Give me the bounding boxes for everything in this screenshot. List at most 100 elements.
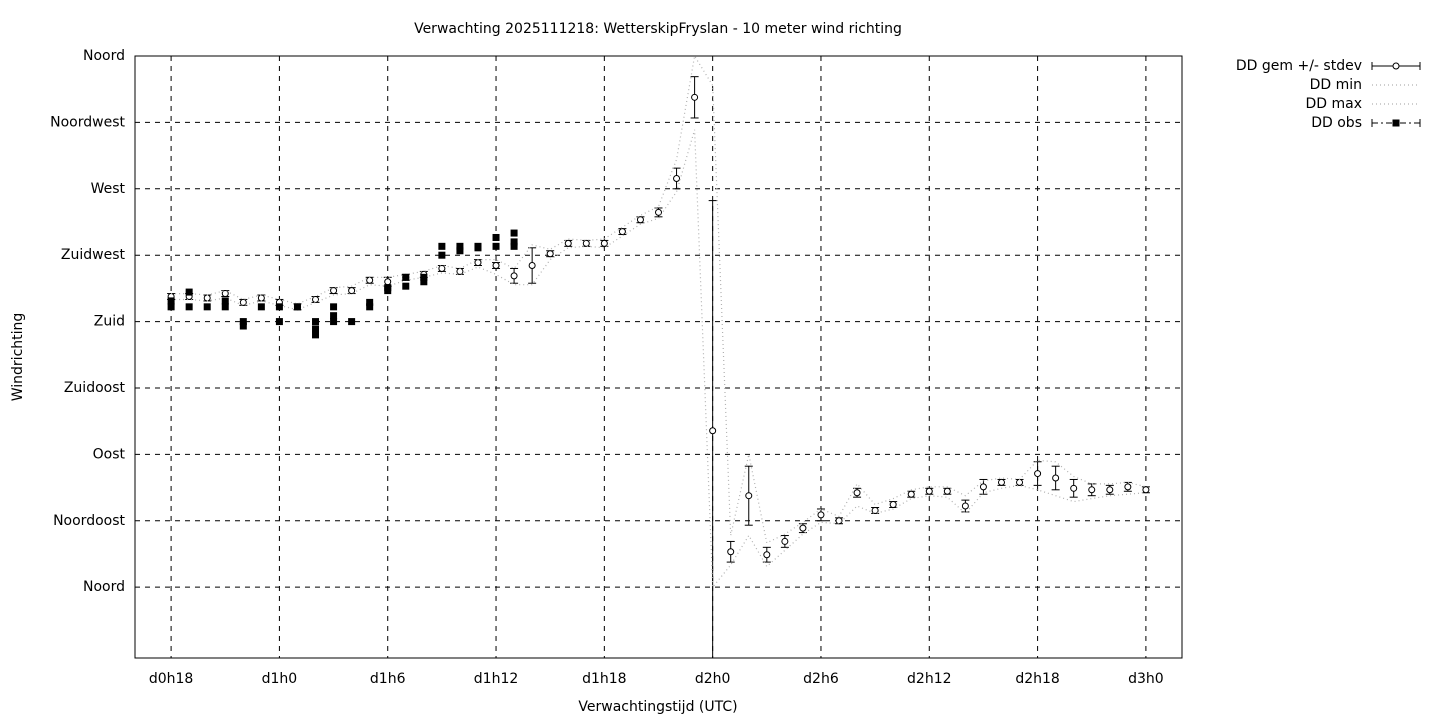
chart-title: Verwachting 2025111218: WetterskipFrysla… bbox=[414, 21, 902, 37]
mean-point bbox=[1142, 486, 1150, 494]
obs-point bbox=[185, 303, 193, 311]
mean-point bbox=[582, 239, 590, 247]
obs-point bbox=[312, 325, 320, 333]
mean-point bbox=[564, 239, 572, 247]
mean-point bbox=[438, 264, 446, 272]
x-axis-label: Verwachtingstijd (UTC) bbox=[578, 699, 737, 715]
x-tick-label: d1h6 bbox=[370, 671, 406, 687]
obs-point bbox=[167, 297, 175, 305]
y-tick-label: Zuid bbox=[94, 314, 125, 330]
mean-point bbox=[492, 262, 500, 270]
mean-point bbox=[727, 548, 735, 556]
mean-point bbox=[1070, 484, 1078, 492]
legend-label: DD gem +/- stdev bbox=[1236, 58, 1362, 74]
obs-point bbox=[185, 288, 193, 296]
x-tick-label: d2h18 bbox=[1015, 671, 1059, 687]
mean-point bbox=[745, 492, 753, 500]
y-tick-label: Oost bbox=[93, 446, 126, 462]
mean-point bbox=[889, 501, 897, 509]
y-tick-label: Noord bbox=[83, 48, 125, 64]
obs-point bbox=[420, 278, 428, 286]
obs-point bbox=[330, 318, 338, 326]
mean-point bbox=[691, 93, 699, 101]
mean-point bbox=[239, 298, 247, 306]
obs-point bbox=[366, 303, 374, 311]
obs-point bbox=[257, 303, 265, 311]
mean-point bbox=[709, 427, 717, 435]
x-tick-label: d0h18 bbox=[149, 671, 193, 687]
mean-point bbox=[763, 551, 771, 559]
obs-point bbox=[293, 303, 301, 311]
y-tick-label: West bbox=[91, 181, 126, 197]
x-tick-label: d2h12 bbox=[907, 671, 951, 687]
mean-point bbox=[907, 490, 915, 498]
mean-point bbox=[1052, 474, 1060, 482]
obs-point bbox=[474, 244, 482, 252]
mean-point bbox=[546, 250, 554, 258]
y-axis-label: Windrichting bbox=[10, 313, 26, 402]
legend-swatch bbox=[1392, 119, 1400, 127]
plot-area bbox=[167, 56, 1150, 658]
mean-point bbox=[636, 216, 644, 224]
mean-point bbox=[1016, 478, 1024, 486]
obs-point bbox=[330, 303, 338, 311]
obs-point bbox=[456, 242, 464, 250]
mean-point bbox=[1034, 470, 1042, 478]
obs-point bbox=[402, 282, 410, 290]
mean-point bbox=[600, 239, 608, 247]
obs-point bbox=[366, 298, 374, 306]
mean-point bbox=[1106, 486, 1114, 494]
mean-point bbox=[781, 537, 789, 545]
y-tick-label: Noordoost bbox=[53, 513, 125, 529]
mean-point bbox=[997, 478, 1005, 486]
mean-point bbox=[961, 502, 969, 510]
mean-point bbox=[456, 267, 464, 275]
obs-point bbox=[510, 238, 518, 246]
legend-label: DD obs bbox=[1311, 115, 1362, 131]
obs-point bbox=[312, 318, 320, 326]
obs-point bbox=[438, 251, 446, 259]
obs-point bbox=[492, 242, 500, 250]
mean-point bbox=[853, 489, 861, 497]
mean-point bbox=[655, 208, 662, 216]
mean-point bbox=[943, 487, 951, 495]
mean-point bbox=[257, 294, 265, 302]
obs-point bbox=[167, 303, 175, 311]
legend-label: DD max bbox=[1305, 96, 1362, 112]
range-line bbox=[171, 129, 1146, 589]
y-tick-label: Zuidwest bbox=[61, 247, 126, 263]
mean-point bbox=[312, 295, 320, 303]
mean-point bbox=[348, 287, 356, 295]
obs-point bbox=[203, 303, 211, 311]
legend-swatch bbox=[1392, 62, 1400, 70]
x-tick-label: d1h12 bbox=[474, 671, 518, 687]
obs-point bbox=[312, 331, 320, 339]
y-tick-label: Noordwest bbox=[50, 114, 125, 130]
mean-point bbox=[384, 278, 392, 286]
x-tick-label: d2h6 bbox=[803, 671, 839, 687]
obs-point bbox=[456, 247, 464, 255]
obs-point bbox=[492, 233, 500, 241]
y-tick-label: Noord bbox=[83, 579, 125, 595]
obs-point bbox=[438, 242, 446, 250]
mean-point bbox=[1088, 486, 1096, 494]
x-tick-label: d2h0 bbox=[695, 671, 731, 687]
mean-point bbox=[835, 517, 843, 525]
obs-point bbox=[275, 303, 283, 311]
mean-point bbox=[1124, 483, 1132, 491]
mean-point bbox=[366, 276, 374, 284]
obs-point bbox=[221, 297, 229, 305]
mean-point bbox=[474, 259, 482, 267]
mean-point bbox=[528, 262, 536, 270]
x-tick-label: d1h0 bbox=[262, 671, 298, 687]
range-line bbox=[171, 56, 1147, 544]
mean-point bbox=[673, 174, 681, 182]
obs-point bbox=[420, 273, 428, 281]
mean-point bbox=[817, 511, 825, 519]
mean-point bbox=[510, 272, 518, 280]
mean-point bbox=[221, 290, 229, 298]
x-tick-label: d3h0 bbox=[1128, 671, 1164, 687]
mean-point bbox=[799, 524, 807, 532]
mean-point bbox=[618, 228, 626, 236]
